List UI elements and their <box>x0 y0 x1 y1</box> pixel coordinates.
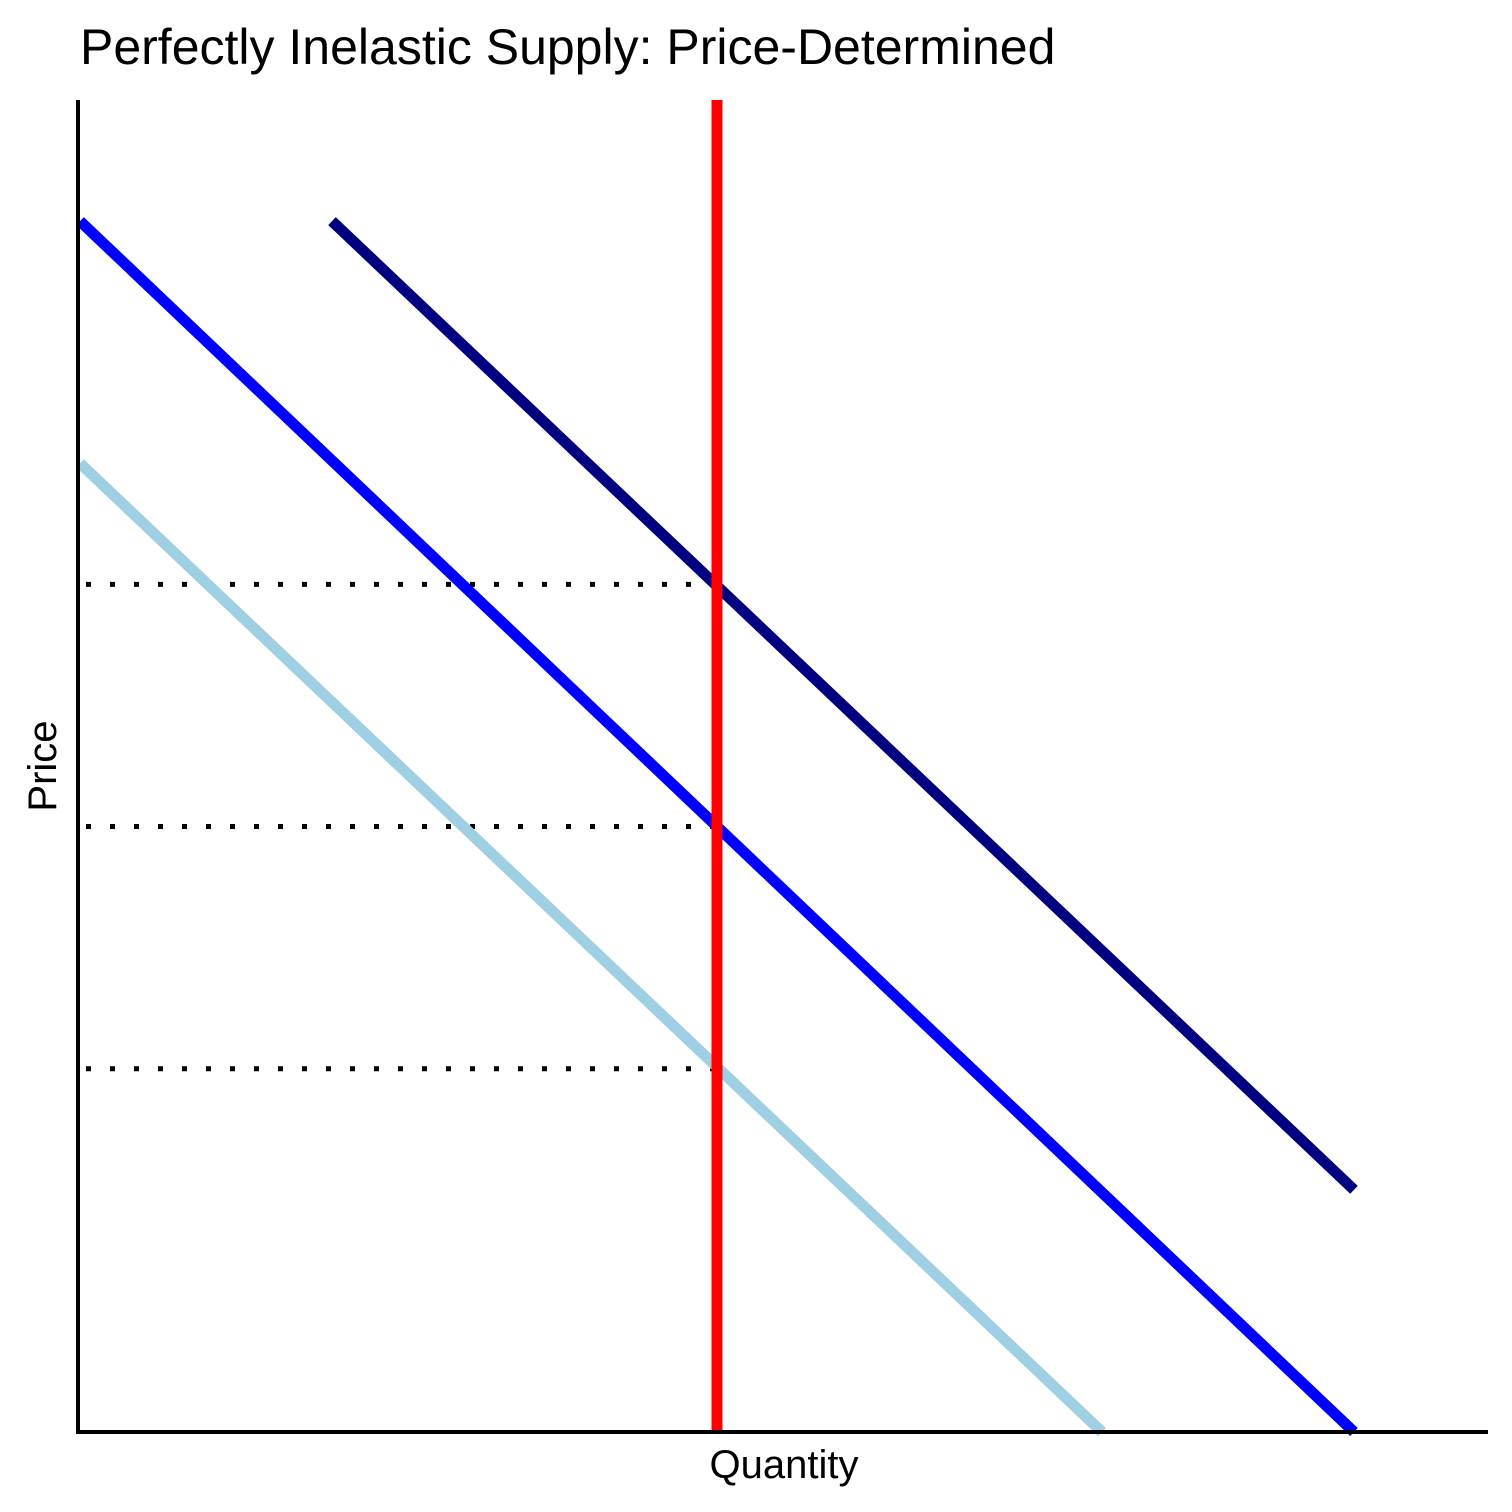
demand-low-line <box>76 459 1106 1436</box>
y-axis-label: Price <box>21 720 65 811</box>
demand-high-line <box>328 217 1358 1194</box>
guide-lines <box>86 581 717 1072</box>
series-lines <box>76 100 1358 1436</box>
chart-title: Perfectly Inelastic Supply: Price-Determ… <box>80 19 1055 75</box>
x-axis-label: Quantity <box>710 1443 859 1487</box>
